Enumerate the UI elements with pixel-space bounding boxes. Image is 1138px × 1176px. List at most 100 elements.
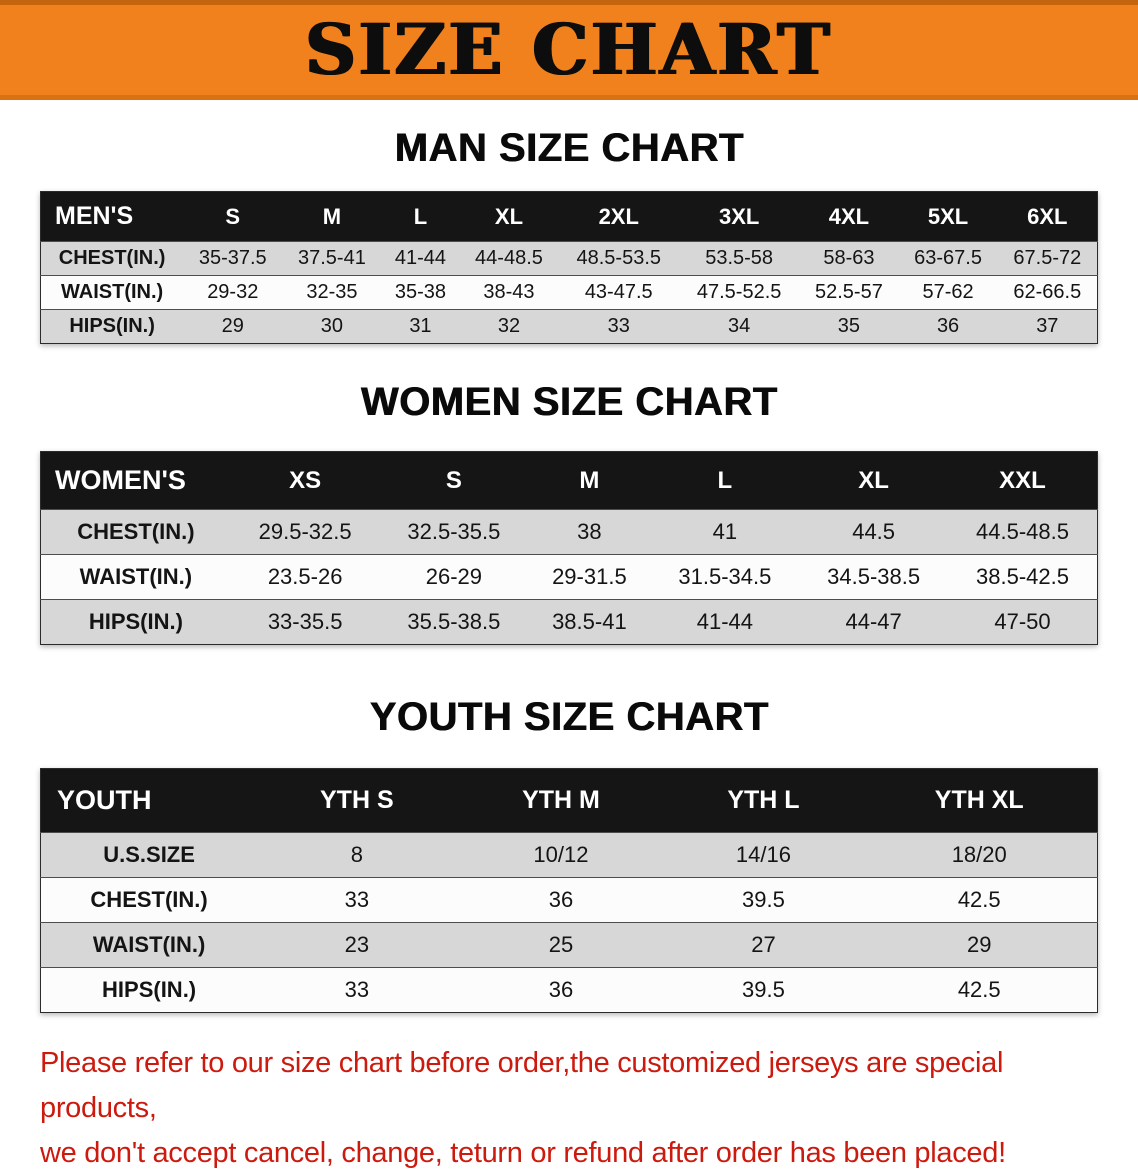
measurement-value-cell: 33 xyxy=(607,315,630,337)
measurement-value-cell: 14/16 xyxy=(735,842,791,867)
measurement-value-cell: 38-43 xyxy=(483,281,535,303)
size-column-header: XXL xyxy=(999,466,1046,494)
measurement-value-cell: 33 xyxy=(344,977,370,1002)
measurement-value-cell: 10/12 xyxy=(533,842,589,867)
size-column-header: M xyxy=(322,203,342,229)
measurement-row: HIPS(IN.) 33 36 39.5 42.5 xyxy=(40,967,1098,1013)
measurement-value-cell: 35 xyxy=(837,315,861,337)
measurement-value-cell: 23 xyxy=(344,932,370,957)
measurement-value-cell: 35.5-38.5 xyxy=(407,609,501,634)
measurement-value-cell: 31.5-34.5 xyxy=(678,564,772,589)
measurement-value-cell: 57-62 xyxy=(922,281,974,303)
measurement-value-cell: 36 xyxy=(548,887,574,912)
row-label-cell: CHEST(IN.) xyxy=(90,887,208,912)
measurement-row: WAIST(IN.) 29-32 32-35 35-38 38-43 43-47.5 47.… xyxy=(40,275,1098,310)
size-column-header: 4XL xyxy=(828,203,870,229)
measurement-row: CHEST(IN.) 29.5-32.5 32.5-35.5 38 41 44.5 44.5… xyxy=(40,509,1098,555)
row-label-cell: WAIST(IN.) xyxy=(79,564,193,589)
measurement-value-cell: 36 xyxy=(548,977,574,1002)
size-table-header-row: WOMEN'S XS S M L XL XXL xyxy=(40,451,1098,510)
row-label-cell: WAIST(IN.) xyxy=(92,932,206,957)
youth-section-heading: YOUTH SIZE CHART xyxy=(369,695,769,739)
row-label-cell: WAIST(IN.) xyxy=(60,281,164,303)
size-chart-banner: SIZE CHART xyxy=(0,0,1138,100)
size-column-header: 5XL xyxy=(927,203,969,229)
measurement-value-cell: 44-48.5 xyxy=(475,247,543,269)
measurement-value-cell: 58-63 xyxy=(823,247,875,269)
size-column-header: 2XL xyxy=(598,203,639,229)
size-column-header: XL xyxy=(494,203,524,229)
measurement-value-cell: 62-66.5 xyxy=(1013,281,1082,303)
measurement-value-cell: 33-35.5 xyxy=(267,609,343,634)
size-column-header: YTH S xyxy=(320,786,394,814)
measurement-value-cell: 44-47 xyxy=(845,609,902,634)
measurement-value-cell: 37.5-41 xyxy=(298,247,366,269)
row-label-cell: HIPS(IN.) xyxy=(88,609,183,634)
measurement-value-cell: 29.5-32.5 xyxy=(258,519,352,544)
size-column-header: 6XL xyxy=(1027,203,1068,229)
youth-size-section: YOUTH SIZE CHART YOUTH YTH S YTH M YTH L YTH… xyxy=(0,695,1138,1013)
measurement-value-cell: 32 xyxy=(497,315,521,337)
measurement-value-cell: 29-32 xyxy=(207,281,259,303)
measurement-value-cell: 30 xyxy=(320,315,344,337)
measurement-value-cell: 44.5-48.5 xyxy=(976,519,1069,544)
youth-size-table: YOUTH YTH S YTH M YTH L YTH XL U.S.SIZE 8 10/12… xyxy=(40,768,1098,1013)
measurement-row: WAIST(IN.) 23.5-26 26-29 29-31.5 31.5-34.5 34… xyxy=(40,554,1098,600)
measurement-row: U.S.SIZE 8 10/12 14/16 18/20 xyxy=(40,832,1098,878)
measurement-value-cell: 47.5-52.5 xyxy=(696,281,782,303)
size-column-header: M xyxy=(579,466,600,494)
measurement-value-cell: 42.5 xyxy=(957,977,1001,1002)
size-column-header: L xyxy=(413,203,428,229)
measurement-value-cell: 33 xyxy=(344,887,370,912)
measurement-value-cell: 26-29 xyxy=(425,564,483,589)
size-table-header-row: YOUTH YTH S YTH M YTH L YTH XL xyxy=(40,768,1098,833)
row-label-cell: CHEST(IN.) xyxy=(77,519,195,544)
measurement-value-cell: 27 xyxy=(751,932,776,957)
measurement-value-cell: 29-31.5 xyxy=(552,564,627,589)
measurement-value-cell: 34.5-38.5 xyxy=(827,564,921,589)
measurement-value-cell: 31 xyxy=(409,315,432,337)
men-size-section: MAN SIZE CHART MEN'S S M L XL 2XL 3XL 4XL 5XL 6XL… xyxy=(0,126,1138,344)
measurement-row: HIPS(IN.) 29 30 31 32 33 34 35 36 37 xyxy=(40,309,1098,344)
table-title-cell: MEN'S xyxy=(55,202,134,230)
men-section-heading: MAN SIZE CHART xyxy=(394,126,744,170)
measurement-value-cell: 8 xyxy=(350,842,363,867)
measurement-value-cell: 67.5-72 xyxy=(1013,247,1082,269)
size-column-header: 3XL xyxy=(718,203,760,229)
row-label-cell: HIPS(IN.) xyxy=(69,315,155,337)
measurement-value-cell: 43-47.5 xyxy=(584,281,653,303)
measurement-value-cell: 29 xyxy=(221,315,244,337)
women-size-section: WOMEN SIZE CHART WOMEN'S XS S M L XL XXL CHEST(… xyxy=(0,380,1138,645)
measurement-value-cell: 41 xyxy=(712,519,738,544)
page-title: SIZE CHART xyxy=(305,8,833,91)
measurement-row: CHEST(IN.) 35-37.5 37.5-41 41-44 44-48.5 48.5… xyxy=(40,241,1098,276)
measurement-value-cell: 41-44 xyxy=(394,247,447,269)
measurement-value-cell: 38 xyxy=(577,519,602,544)
size-column-header: XL xyxy=(858,466,889,494)
disclaimer-line-2: we don't accept cancel, change, teturn o… xyxy=(40,1137,1006,1169)
measurement-row: WAIST(IN.) 23 25 27 29 xyxy=(40,922,1098,968)
size-column-header: S xyxy=(225,203,241,229)
measurement-value-cell: 23.5-26 xyxy=(267,564,343,589)
size-column-header: YTH L xyxy=(727,786,800,814)
measurement-row: CHEST(IN.) 33 36 39.5 42.5 xyxy=(40,877,1098,923)
measurement-value-cell: 36 xyxy=(936,315,960,337)
women-section-heading: WOMEN SIZE CHART xyxy=(360,380,778,424)
disclaimer-line-1: Please refer to our size chart before or… xyxy=(40,1047,1004,1124)
row-label-cell: U.S.SIZE xyxy=(103,842,195,867)
size-column-header: XS xyxy=(289,466,322,494)
size-column-header: YTH M xyxy=(522,786,600,814)
measurement-value-cell: 37 xyxy=(1036,315,1059,337)
measurement-value-cell: 63-67.5 xyxy=(914,247,982,269)
measurement-value-cell: 32-35 xyxy=(306,281,358,303)
measurement-value-cell: 47-50 xyxy=(994,609,1051,634)
measurement-value-cell: 32.5-35.5 xyxy=(407,519,501,544)
measurement-value-cell: 48.5-53.5 xyxy=(576,247,661,269)
measurement-value-cell: 39.5 xyxy=(742,977,785,1002)
table-title-cell: YOUTH xyxy=(57,785,152,815)
order-disclaimer: Please refer to our size chart before or… xyxy=(40,1041,1100,1176)
table-title-cell: WOMEN'S xyxy=(55,465,186,495)
measurement-value-cell: 53.5-58 xyxy=(705,247,774,269)
measurement-value-cell: 25 xyxy=(548,932,574,957)
measurement-row: HIPS(IN.) 33-35.5 35.5-38.5 38.5-41 41-44 44-… xyxy=(40,599,1098,645)
